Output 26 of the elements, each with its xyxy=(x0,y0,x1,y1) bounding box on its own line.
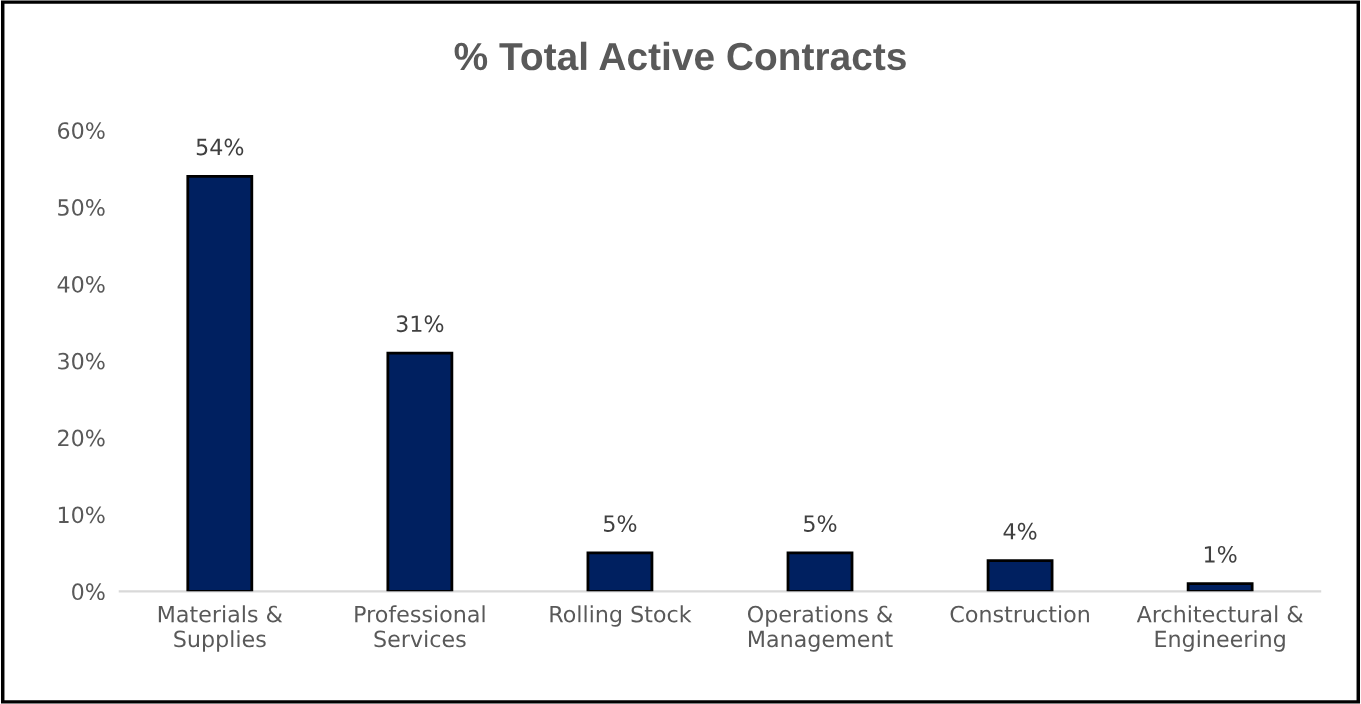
y-tick-label: 0% xyxy=(72,583,105,601)
bar xyxy=(786,551,854,592)
data-label: 31% xyxy=(396,315,444,333)
bar xyxy=(386,351,454,592)
data-label: 54% xyxy=(196,138,244,156)
bar xyxy=(1186,582,1254,592)
y-tick-label: 10% xyxy=(58,506,105,524)
x-tick-label: Rolling Stock xyxy=(550,605,692,627)
x-tick-label: Construction xyxy=(950,605,1089,623)
data-label: 4% xyxy=(1003,522,1037,540)
y-tick-label: 50% xyxy=(58,199,105,216)
bar xyxy=(986,559,1054,592)
x-tick-label: Materials & Supplies xyxy=(158,605,283,652)
y-tick-label: 30% xyxy=(58,352,105,370)
data-label: 5% xyxy=(604,515,637,532)
y-tick-label: 60% xyxy=(58,122,105,139)
x-tick-label: Professional Services xyxy=(355,605,485,648)
y-tick-label: 40% xyxy=(57,275,105,293)
bar xyxy=(186,174,254,592)
x-tick-label: Architectural & Engineering xyxy=(1136,605,1303,652)
data-label: 5% xyxy=(804,515,837,532)
y-tick-label: 20% xyxy=(58,429,105,447)
chart-title: % Total Active Contracts xyxy=(454,41,906,71)
data-label: 1% xyxy=(1204,545,1237,563)
bar xyxy=(586,551,654,592)
x-tick-label: Operations & Management xyxy=(747,605,893,652)
